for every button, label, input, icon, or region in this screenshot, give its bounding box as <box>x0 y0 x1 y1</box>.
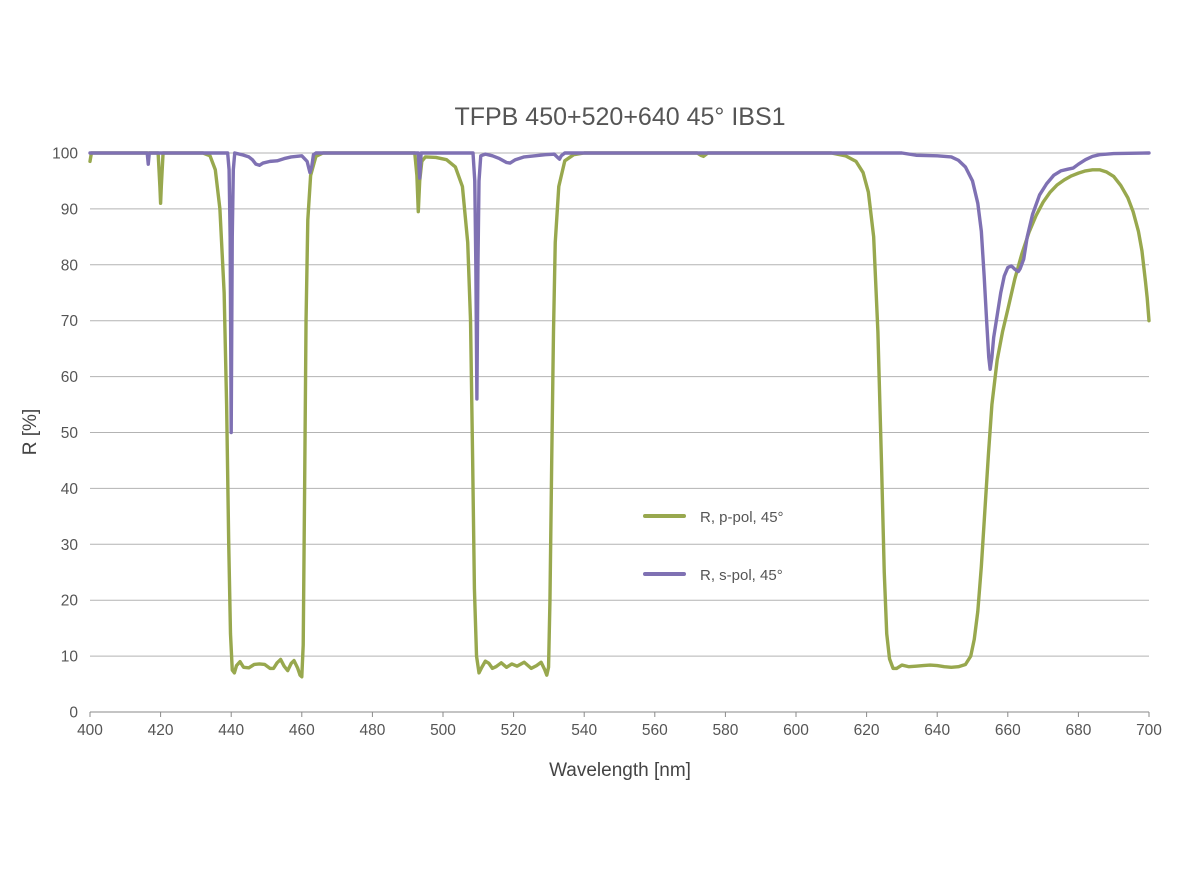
y-tick-label: 50 <box>61 425 79 442</box>
y-tick-label: 90 <box>61 201 79 218</box>
series-line-p-pol <box>88 151 1151 679</box>
y-tick-label: 0 <box>69 705 78 722</box>
x-axis-label: Wavelength [nm] <box>549 760 691 781</box>
grid-layer <box>89 152 1150 717</box>
chart-title: TFPB 450+520+640 45° IBS1 <box>454 103 785 131</box>
x-tick-label: 620 <box>854 722 880 739</box>
x-tick-label: 460 <box>289 722 315 739</box>
x-tick-label: 400 <box>77 722 103 739</box>
y-tick-label: 100 <box>52 146 78 163</box>
tick-labels: 0 10 20 30 40 50 60 70 80 90 100 400 420 440 460 480 500… <box>52 146 1162 740</box>
y-tick-label: 20 <box>61 593 79 610</box>
y-tick-label: 30 <box>61 537 79 554</box>
x-tick-label: 660 <box>995 722 1021 739</box>
y-tick-label: 40 <box>61 481 79 498</box>
x-tick-label: 560 <box>642 722 668 739</box>
y-tick-label: 60 <box>61 369 79 386</box>
x-tick-label: 500 <box>430 722 456 739</box>
x-tick-label: 580 <box>712 722 738 739</box>
x-tick-label: 600 <box>783 722 809 739</box>
y-tick-label: 80 <box>61 257 79 274</box>
legend: R, p-pol, 45° R, s-pol, 45° <box>643 509 784 584</box>
x-tick-label: 640 <box>924 722 950 739</box>
y-axis-label: R [%] <box>20 409 41 455</box>
series-line-s-pol <box>88 151 1151 435</box>
x-tick-label: 520 <box>501 722 527 739</box>
y-tick-label: 70 <box>61 313 79 330</box>
legend-label-s-pol: R, s-pol, 45° <box>700 567 783 584</box>
legend-label-p-pol: R, p-pol, 45° <box>700 509 784 526</box>
x-tick-label: 540 <box>571 722 597 739</box>
x-tick-label: 680 <box>1065 722 1091 739</box>
x-tick-label: 420 <box>148 722 174 739</box>
x-tick-label: 480 <box>359 722 385 739</box>
series-layer <box>88 151 1151 679</box>
x-tick-label: 440 <box>218 722 244 739</box>
x-tick-label: 700 <box>1136 722 1162 739</box>
y-tick-label: 10 <box>61 649 79 666</box>
